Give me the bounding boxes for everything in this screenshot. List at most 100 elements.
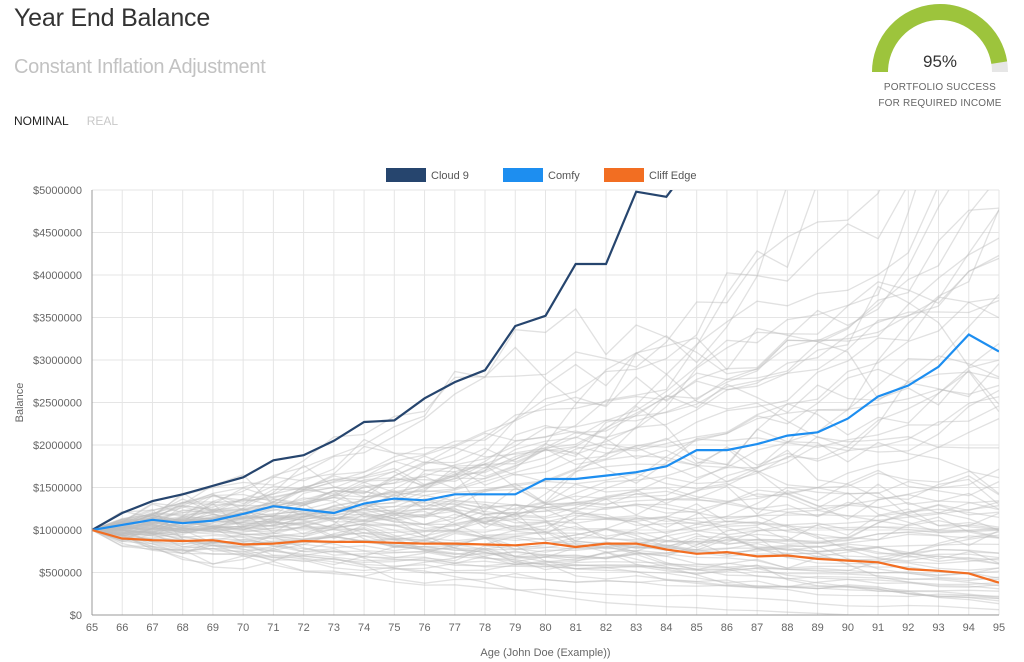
y-tick-label: $4500000 — [33, 228, 82, 240]
legend-swatch-cliff-edge — [604, 168, 644, 182]
series-line-comfy — [92, 333, 999, 532]
x-tick-label: 86 — [721, 622, 733, 634]
simulation-line — [92, 502, 999, 569]
simulation-line — [92, 505, 999, 563]
simulation-line — [92, 207, 999, 531]
simulation-line — [92, 190, 816, 537]
x-tick-label: 77 — [449, 622, 461, 634]
simulation-line — [92, 254, 999, 531]
simulation-line — [92, 529, 999, 598]
simulation-line — [92, 440, 999, 534]
simulation-line — [92, 486, 999, 560]
chart-legend[interactable]: Cloud 9 Comfy Cliff Edge — [386, 168, 697, 182]
gauge-label-line2: FOR REQUIRED INCOME — [878, 98, 1002, 109]
simulation-line — [92, 490, 999, 531]
x-tick-label: 78 — [479, 622, 491, 634]
page-title: Year End Balance — [14, 4, 211, 32]
simulation-line — [92, 523, 999, 574]
simulation-line — [92, 491, 999, 545]
simulation-line — [92, 496, 999, 565]
x-tick-label: 88 — [781, 622, 793, 634]
y-tick-label: $1000000 — [33, 525, 82, 537]
simulation-line — [92, 519, 999, 582]
x-tick-label: 83 — [630, 622, 642, 634]
x-axis-label: Age (John Doe (Example)) — [480, 647, 610, 659]
x-tick-label: 67 — [146, 622, 158, 634]
y-tick-label: $5000000 — [33, 185, 82, 197]
simulation-line — [92, 508, 999, 552]
simulation-line — [92, 524, 999, 560]
simulation-line — [92, 499, 999, 531]
simulation-line — [92, 257, 999, 531]
x-tick-label: 89 — [811, 622, 823, 634]
simulation-line — [92, 529, 999, 553]
y-tick-label: $500000 — [39, 568, 82, 580]
simulation-line — [92, 293, 999, 531]
y-tick-label: $0 — [70, 610, 82, 622]
y-tick-label: $4000000 — [33, 270, 82, 282]
y-tick-label: $3000000 — [33, 355, 82, 367]
y-axis-label: Balance — [14, 383, 26, 423]
simulation-line — [92, 190, 881, 531]
series-line-cloud-9 — [92, 190, 673, 531]
simulation-line — [92, 190, 917, 531]
simulation-line — [92, 469, 999, 565]
x-tick-label: 90 — [842, 622, 854, 634]
simulation-line — [92, 503, 999, 586]
simulation-line — [92, 509, 999, 598]
x-tick-label: 69 — [207, 622, 219, 634]
x-tick-label: 66 — [116, 622, 128, 634]
simulation-line — [92, 497, 999, 605]
simulation-line — [92, 359, 999, 536]
chart-axes: $0 $500000 $1000000 $1500000 $2000000 $250000… — [33, 185, 1005, 634]
simulation-line — [92, 370, 999, 541]
y-tick-label: $3500000 — [33, 313, 82, 325]
simulation-line — [92, 529, 999, 581]
simulation-line — [92, 529, 999, 579]
simulation-line — [92, 209, 999, 531]
success-gauge: 95% PORTFOLIO SUCCESS FOR REQUIRED INCOM… — [870, 0, 1010, 115]
x-tick-label: 79 — [509, 622, 521, 634]
y-tick-label: $1500000 — [33, 483, 82, 495]
simulation-line — [92, 208, 999, 555]
legend-label-cliff-edge: Cliff Edge — [649, 170, 697, 182]
gauge-label-line1: PORTFOLIO SUCCESS — [883, 82, 997, 93]
simulation-line — [92, 474, 999, 535]
simulation-line — [92, 446, 999, 531]
simulation-line — [92, 352, 999, 531]
simulation-line — [92, 384, 999, 531]
simulation-line — [92, 237, 999, 531]
x-tick-label: 74 — [358, 622, 370, 634]
legend-swatch-cloud-9 — [386, 168, 426, 182]
legend-swatch-comfy — [503, 168, 543, 182]
x-tick-label: 65 — [86, 622, 98, 634]
legend-label-cloud-9: Cloud 9 — [431, 170, 469, 182]
simulation-line — [92, 190, 938, 531]
simulation-line — [92, 363, 999, 531]
simulation-line — [92, 190, 787, 531]
simulation-line — [92, 512, 999, 534]
x-tick-label: 70 — [237, 622, 249, 634]
simulation-line — [92, 529, 999, 592]
tab-real[interactable]: REAL — [86, 114, 119, 128]
simulation-line — [92, 529, 999, 577]
simulation-line — [92, 525, 999, 587]
x-tick-label: 73 — [328, 622, 340, 634]
simulation-line — [92, 438, 999, 531]
x-tick-label: 85 — [691, 622, 703, 634]
series-line-cliff-edge — [92, 528, 999, 584]
simulation-line — [92, 297, 999, 533]
simulation-line — [92, 190, 990, 531]
simulation-line — [92, 368, 999, 536]
x-tick-label: 82 — [600, 622, 612, 634]
simulation-lines — [92, 190, 999, 615]
gauge-label: PORTFOLIO SUCCESS FOR REQUIRED INCOME — [870, 80, 1010, 112]
simulation-line — [92, 516, 999, 572]
x-tick-label: 84 — [660, 622, 672, 634]
highlight-series — [92, 190, 999, 584]
simulation-line — [92, 299, 999, 531]
gauge-arc — [872, 4, 1008, 73]
simulation-line — [92, 529, 999, 555]
tab-nominal[interactable]: NOMINAL — [14, 114, 69, 128]
